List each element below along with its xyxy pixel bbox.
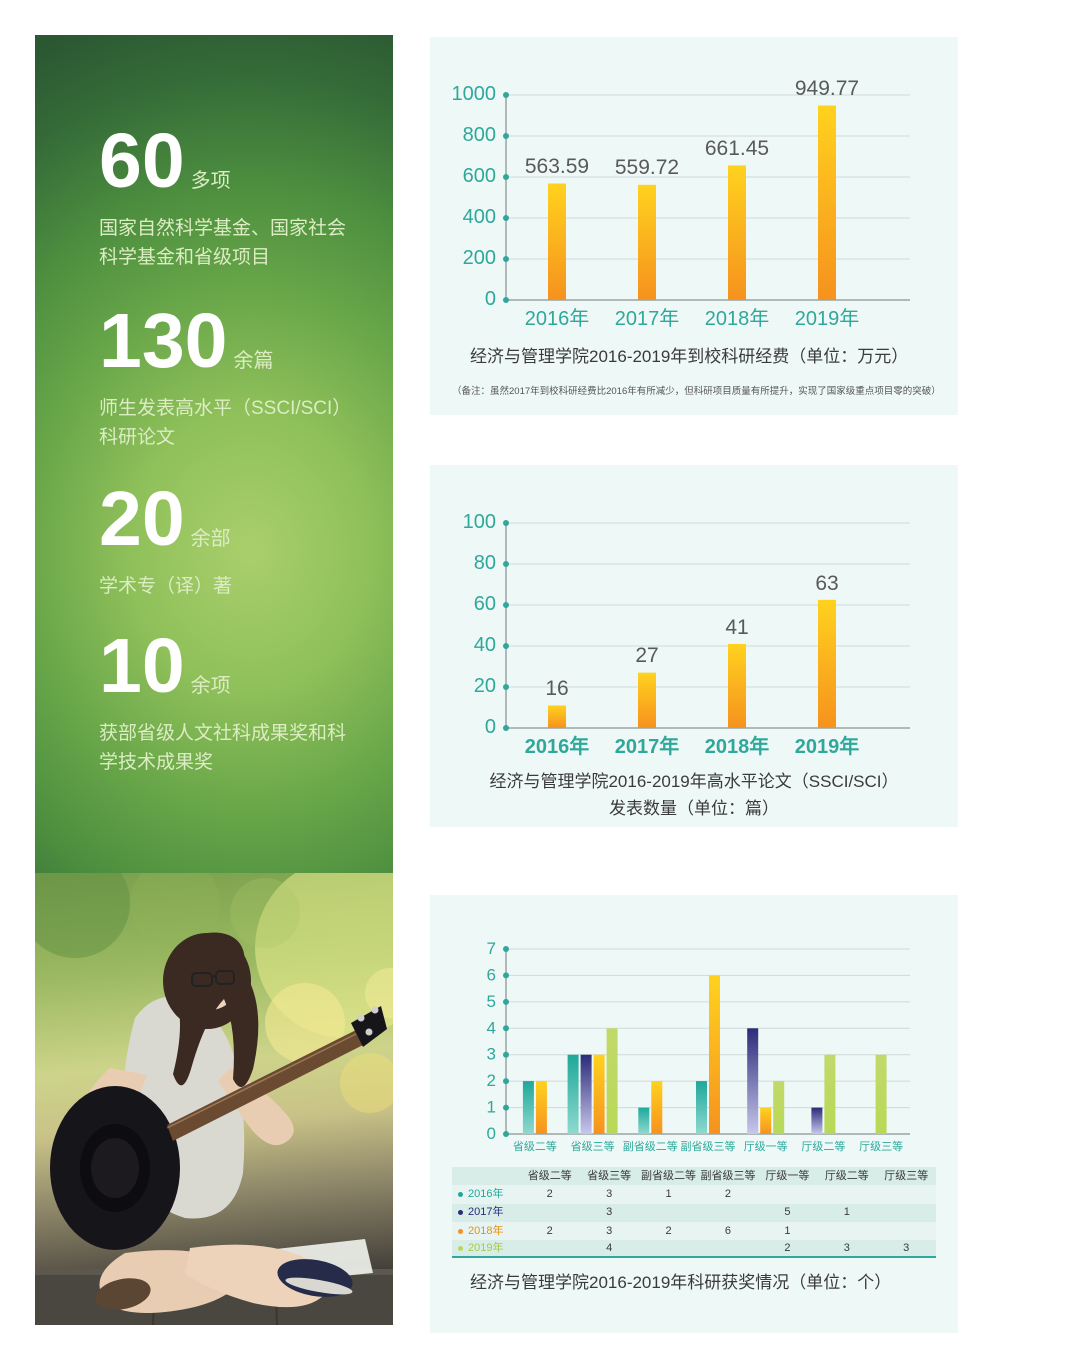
svg-text:2016年: 2016年 (525, 734, 590, 758)
svg-text:1: 1 (487, 1098, 496, 1117)
svg-text:3: 3 (487, 1045, 496, 1064)
svg-text:563.59: 563.59 (525, 155, 589, 178)
svg-text:发表数量（单位：篇）: 发表数量（单位：篇） (609, 799, 779, 818)
svg-text:4: 4 (487, 1018, 496, 1037)
svg-text:40: 40 (474, 634, 496, 656)
svg-text:副省级二等: 副省级二等 (623, 1139, 678, 1153)
svg-text:1000: 1000 (452, 83, 497, 105)
svg-text:省级三等: 省级三等 (571, 1139, 615, 1153)
svg-text:厅级三等: 厅级三等 (859, 1139, 903, 1153)
svg-text:100: 100 (463, 511, 496, 533)
svg-text:经济与管理学院2016-2019年高水平论文（SSCI/SC: 经济与管理学院2016-2019年高水平论文（SSCI/SCI） (489, 772, 898, 791)
svg-text:2018年: 2018年 (705, 307, 770, 330)
svg-text:厅级一等: 厅级一等 (744, 1139, 788, 1153)
svg-text:0: 0 (487, 1124, 496, 1143)
svg-text:20: 20 (474, 675, 496, 697)
svg-text:949.77: 949.77 (795, 77, 859, 100)
svg-text:0: 0 (485, 288, 496, 310)
svg-text:400: 400 (463, 206, 496, 228)
svg-text:63: 63 (815, 572, 838, 595)
svg-text:27: 27 (635, 644, 658, 667)
svg-text:559.72: 559.72 (615, 156, 679, 179)
svg-text:厅级二等: 厅级二等 (801, 1139, 845, 1153)
svg-text:16: 16 (545, 677, 568, 700)
svg-text:副省级三等: 副省级三等 (681, 1139, 736, 1153)
svg-text:2017年: 2017年 (615, 307, 680, 330)
svg-text:7: 7 (487, 939, 496, 958)
svg-text:2018年: 2018年 (705, 734, 770, 758)
svg-text:2016年: 2016年 (525, 307, 590, 330)
svg-text:2019年: 2019年 (795, 307, 860, 330)
svg-text:800: 800 (463, 124, 496, 146)
svg-text:60: 60 (474, 593, 496, 615)
svg-text:6: 6 (487, 965, 496, 984)
svg-text:600: 600 (463, 165, 496, 187)
svg-text:省级二等: 省级二等 (513, 1139, 557, 1153)
svg-text:（备注：虽然2017年到校科研经费比2016年有所减少，但科: （备注：虽然2017年到校科研经费比2016年有所减少，但科研项目质量有所提升，… (452, 385, 941, 397)
svg-text:2017年: 2017年 (615, 734, 680, 758)
svg-text:5: 5 (487, 992, 496, 1011)
svg-text:2: 2 (487, 1071, 496, 1090)
svg-text:2019年: 2019年 (795, 734, 860, 758)
svg-text:80: 80 (474, 552, 496, 574)
svg-text:200: 200 (463, 247, 496, 269)
svg-text:661.45: 661.45 (705, 137, 769, 160)
svg-text:经济与管理学院2016-2019年到校科研经费（单位：万元）: 经济与管理学院2016-2019年到校科研经费（单位：万元） (470, 347, 908, 366)
svg-text:0: 0 (485, 716, 496, 738)
svg-text:41: 41 (725, 616, 748, 639)
